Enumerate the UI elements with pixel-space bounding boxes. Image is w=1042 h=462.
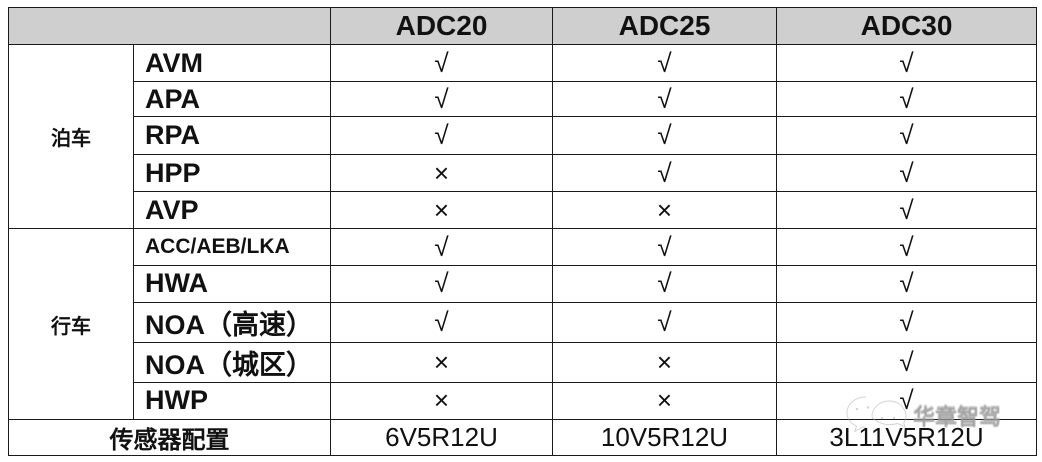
svg-text:华章智驾: 华章智驾 [913, 403, 1001, 428]
